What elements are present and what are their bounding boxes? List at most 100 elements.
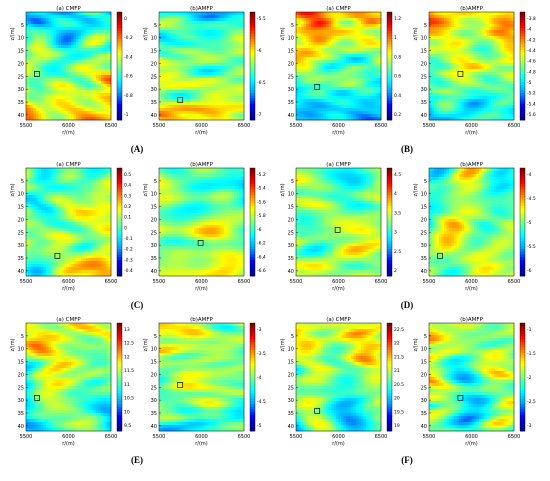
- heatmap-cell: [311, 12, 314, 16]
- heatmap-cell: [241, 66, 245, 70]
- heatmap-cell: [341, 54, 344, 58]
- heatmap-cell: [91, 33, 94, 37]
- heatmap-cell: [78, 81, 82, 85]
- heatmap-cell: [28, 12, 32, 16]
- heatmap-cell: [184, 60, 187, 64]
- heatmap-cell: [224, 87, 227, 91]
- heatmap-cell: [103, 33, 107, 37]
- heatmap-cell: [461, 81, 465, 85]
- heatmap-cell: [71, 15, 74, 19]
- heatmap-cell: [491, 63, 495, 67]
- heatmap-cell: [179, 72, 182, 76]
- heatmap-cell: [224, 96, 227, 100]
- heatmap-cell: [66, 117, 69, 121]
- heatmap-cell: [196, 105, 200, 109]
- heatmap-cell: [36, 84, 39, 88]
- heatmap-cell: [446, 102, 450, 106]
- heatmap-cell: [48, 18, 52, 22]
- heatmap-cell: [446, 54, 450, 58]
- heatmap-cell: [454, 51, 457, 55]
- heatmap-cell: [509, 63, 512, 67]
- heatmap-cell: [499, 69, 502, 73]
- heatmap-cell: [169, 51, 172, 55]
- heatmap-cell: [169, 48, 172, 52]
- heatmap-cell: [219, 24, 222, 28]
- y-tick-label: 10: [151, 36, 157, 42]
- colorbar-step: [250, 25, 255, 29]
- heatmap-cell: [204, 27, 207, 31]
- heatmap-cell: [194, 42, 197, 46]
- heatmap-cell: [224, 63, 227, 67]
- heatmap-cell: [471, 75, 475, 79]
- heatmap-cell: [341, 75, 344, 79]
- heatmap-cell: [206, 66, 210, 70]
- heatmap-cell: [454, 87, 457, 91]
- heatmap-cell: [211, 87, 215, 91]
- heatmap-cell: [181, 27, 185, 31]
- heatmap-cell: [361, 102, 364, 106]
- heatmap-cell: [26, 51, 29, 55]
- heatmap-cell: [509, 54, 512, 58]
- heatmap-cell: [358, 45, 362, 49]
- heatmap-cell: [318, 12, 322, 16]
- heatmap-cell: [303, 33, 307, 37]
- heatmap-cell: [459, 48, 462, 52]
- heatmap-cell: [174, 72, 177, 76]
- heatmap-cell: [219, 93, 222, 97]
- heatmap-cell: [474, 60, 477, 64]
- heatmap-cell: [234, 18, 237, 22]
- heatmap-cell: [171, 99, 175, 103]
- heatmap-cell: [78, 72, 82, 76]
- heatmap-cell: [336, 102, 339, 106]
- heatmap-cell: [343, 114, 347, 118]
- y-tick-label: 30: [151, 87, 157, 93]
- heatmap-cell: [103, 108, 107, 112]
- heatmap-cell: [429, 81, 432, 85]
- heatmap-cell: [43, 114, 47, 118]
- heatmap-cell: [441, 12, 445, 16]
- heatmap-cell: [239, 81, 242, 85]
- heatmap-cell: [229, 93, 232, 97]
- heatmap-cell: [189, 57, 192, 61]
- heatmap-cell: [239, 30, 242, 34]
- heatmap-cell: [216, 75, 220, 79]
- heatmap-cell: [303, 78, 307, 82]
- heatmap-cell: [303, 111, 307, 115]
- heatmap-cell: [491, 72, 495, 76]
- heatmap-cell: [479, 12, 482, 16]
- heatmap-cell: [83, 78, 87, 82]
- heatmap-cell: [509, 90, 512, 94]
- heatmap-cell: [459, 84, 462, 88]
- heatmap-cell: [376, 108, 379, 112]
- heatmap-cell: [81, 96, 84, 100]
- heatmap-cell: [159, 57, 162, 61]
- heatmap-cell: [96, 78, 99, 82]
- heatmap-cell: [464, 15, 467, 19]
- heatmap-cell: [353, 42, 357, 46]
- heatmap-cell: [83, 108, 87, 112]
- heatmap-cell: [166, 48, 170, 52]
- heatmap-cell: [439, 105, 442, 109]
- heatmap-cell: [366, 18, 369, 22]
- heatmap-cell: [241, 93, 245, 97]
- heatmap-cell: [499, 33, 502, 37]
- heatmap-cell: [494, 75, 497, 79]
- heatmap-cell: [43, 33, 47, 37]
- heatmap-cell: [91, 48, 94, 52]
- heatmap-cell: [38, 75, 42, 79]
- heatmap-cell: [361, 60, 364, 64]
- heatmap-cell: [429, 72, 432, 76]
- heatmap-cell: [363, 75, 367, 79]
- heatmap-cell: [221, 102, 225, 106]
- heatmap-cell: [331, 42, 334, 46]
- heatmap-cell: [326, 51, 329, 55]
- heatmap-cell: [169, 108, 172, 112]
- heatmap-cell: [58, 48, 62, 52]
- heatmap-cell: [81, 33, 84, 37]
- heatmap-cell: [106, 75, 109, 79]
- heatmap-cell: [229, 99, 232, 103]
- heatmap-cell: [219, 21, 222, 25]
- heatmap-cell: [466, 81, 470, 85]
- heatmap-cell: [509, 24, 512, 28]
